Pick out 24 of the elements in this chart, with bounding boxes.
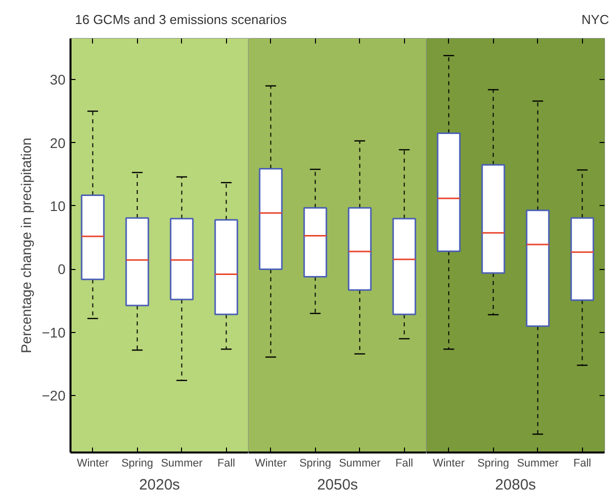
x-tick-label: Spring bbox=[477, 458, 510, 470]
x-axis-title: 2020s bbox=[139, 476, 180, 493]
y-tick-label: 30 bbox=[50, 72, 66, 88]
x-tick-label: Summer bbox=[160, 458, 203, 470]
x-tick-label: Summer bbox=[516, 458, 559, 470]
x-tick-label: Fall bbox=[573, 458, 592, 470]
x-tick-label: Fall bbox=[395, 458, 414, 470]
x-tick-label: Summer bbox=[338, 458, 381, 470]
x-tick-label: Winter bbox=[432, 458, 465, 470]
x-tick-label: Spring bbox=[299, 458, 332, 470]
y-tick-label: 10 bbox=[50, 198, 66, 214]
x-tick-label: Fall bbox=[217, 458, 236, 470]
y-tick-label: 20 bbox=[50, 134, 66, 151]
x-tick-label: Winter bbox=[76, 458, 109, 470]
x-tick-label: Spring bbox=[121, 458, 154, 470]
y-tick-label: −10 bbox=[42, 324, 66, 340]
x-axis-title: 2050s bbox=[317, 476, 358, 493]
x-axis-title: 2080s bbox=[495, 476, 536, 493]
y-axis-title: Percentage change in precipitation bbox=[18, 138, 34, 354]
y-tick-label: 0 bbox=[58, 261, 66, 278]
chart-title: 16 GCMs and 3 emissions scenarios bbox=[75, 12, 287, 27]
y-tick-label: −20 bbox=[42, 388, 66, 404]
x-tick-label: Winter bbox=[254, 458, 287, 470]
text: NYC bbox=[582, 11, 609, 29]
